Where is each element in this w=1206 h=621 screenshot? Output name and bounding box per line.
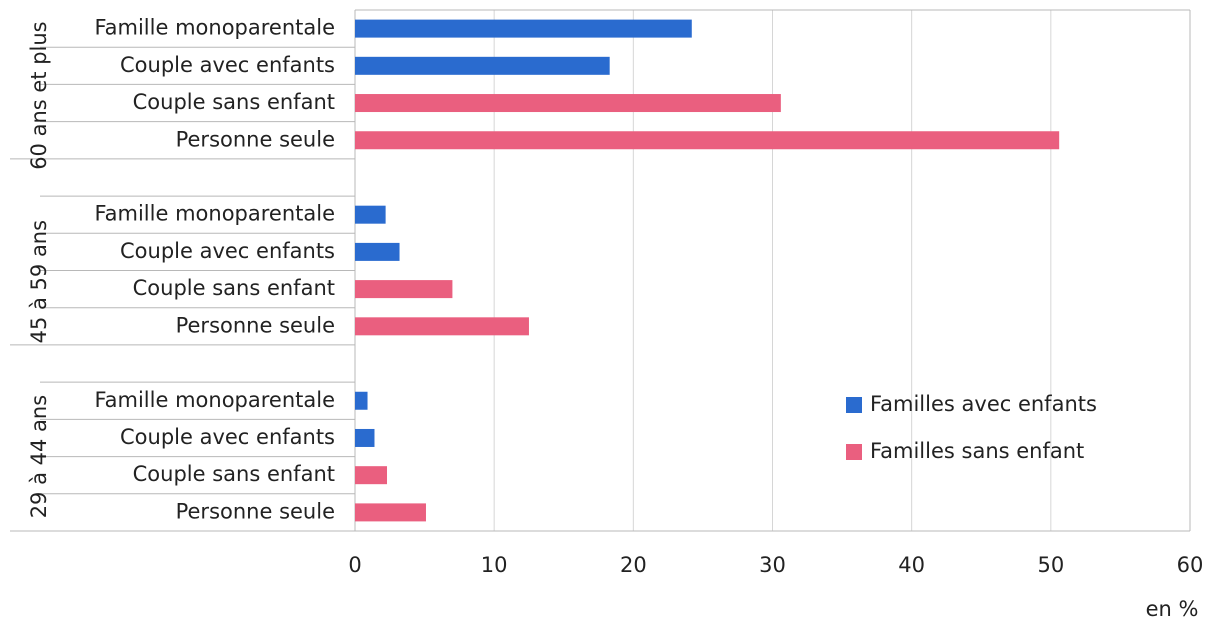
x-axis-label: en % bbox=[1146, 597, 1199, 621]
y-tick-label: Famille monoparentale bbox=[95, 388, 336, 412]
legend-label: Familles sans enfant bbox=[870, 439, 1084, 463]
group-label: 29 à 44 ans bbox=[27, 395, 51, 518]
x-tick-label: 10 bbox=[481, 553, 508, 577]
bar bbox=[355, 317, 529, 336]
y-tick-label: Couple sans enfant bbox=[133, 276, 335, 300]
group-label: 45 à 59 ans bbox=[27, 220, 51, 343]
y-tick-label: Couple avec enfants bbox=[120, 239, 335, 263]
bar bbox=[355, 391, 368, 410]
bar bbox=[355, 503, 426, 522]
y-tick-label: Personne seule bbox=[176, 499, 335, 523]
y-tick-label: Personne seule bbox=[176, 127, 335, 151]
bar bbox=[355, 466, 388, 485]
bar bbox=[355, 94, 781, 113]
x-tick-label: 30 bbox=[759, 553, 786, 577]
group-label: 60 ans et plus bbox=[27, 21, 51, 169]
bar bbox=[355, 280, 453, 299]
x-tick-label: 20 bbox=[620, 553, 647, 577]
x-tick-label: 50 bbox=[1037, 553, 1064, 577]
y-tick-label: Couple sans enfant bbox=[133, 462, 335, 486]
legend-swatch bbox=[846, 444, 862, 460]
y-tick-label: Famille monoparentale bbox=[95, 16, 336, 40]
y-tick-label: Couple sans enfant bbox=[133, 90, 335, 114]
y-tick-label: Couple avec enfants bbox=[120, 53, 335, 77]
bar bbox=[355, 242, 400, 261]
bar bbox=[355, 205, 386, 224]
legend-swatch bbox=[846, 397, 862, 413]
x-tick-label: 60 bbox=[1177, 553, 1204, 577]
bar bbox=[355, 131, 1060, 150]
x-tick-label: 0 bbox=[348, 553, 361, 577]
y-tick-label: Personne seule bbox=[176, 313, 335, 337]
x-tick-label: 40 bbox=[898, 553, 925, 577]
bar bbox=[355, 56, 610, 75]
bar bbox=[355, 19, 692, 38]
bar bbox=[355, 428, 375, 447]
y-tick-label: Famille monoparentale bbox=[95, 202, 336, 226]
y-tick-label: Couple avec enfants bbox=[120, 425, 335, 449]
legend-label: Familles avec enfants bbox=[870, 392, 1097, 416]
